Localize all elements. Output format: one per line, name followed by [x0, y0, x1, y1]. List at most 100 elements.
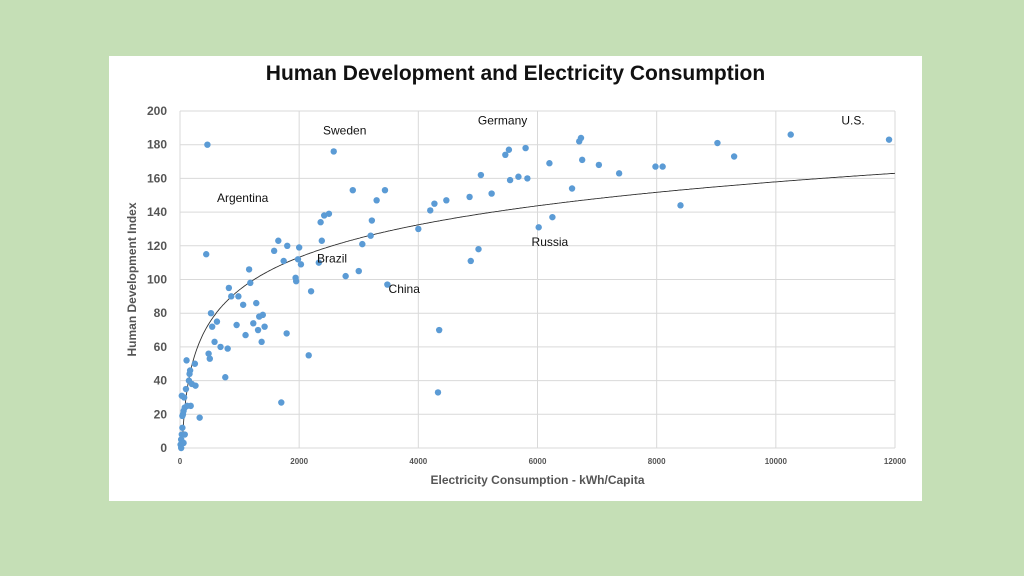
data-point-102	[579, 157, 585, 163]
data-point-29	[208, 310, 214, 316]
data-point-96	[535, 224, 541, 230]
annotation-label-2: U.S.	[841, 113, 864, 127]
data-point-36	[226, 285, 232, 291]
data-point-93	[515, 174, 521, 180]
data-point-63	[308, 288, 314, 294]
data-point-83	[436, 327, 442, 333]
data-point-25	[203, 251, 209, 257]
chart-card: Human Development and Electricity Consum…	[109, 56, 922, 501]
data-point-73	[359, 241, 365, 247]
data-point-71	[350, 187, 356, 193]
x-tick-label-3: 6000	[529, 457, 547, 466]
x-tick-label-6: 12000	[884, 457, 907, 466]
y-tick-label-7: 140	[147, 205, 167, 219]
data-point-28	[207, 355, 213, 361]
y-tick-label-2: 40	[154, 374, 168, 388]
data-point-68	[326, 211, 332, 217]
data-point-10	[183, 386, 189, 392]
annotation-label-5: Brazil	[317, 252, 347, 266]
data-point-62	[306, 352, 312, 358]
data-point-3	[179, 425, 185, 431]
data-point-40	[240, 302, 246, 308]
data-point-49	[260, 312, 266, 318]
data-point-82	[435, 389, 441, 395]
data-point-8	[181, 394, 187, 400]
data-point-52	[275, 238, 281, 244]
data-point-97	[546, 160, 552, 166]
annotation-label-4: Russia	[532, 235, 569, 249]
data-point-103	[596, 162, 602, 168]
data-point-72	[356, 268, 362, 274]
data-point-106	[659, 163, 665, 169]
data-point-54	[280, 258, 286, 264]
data-point-14	[187, 367, 193, 373]
y-tick-label-5: 100	[147, 273, 167, 287]
data-point-104	[616, 170, 622, 176]
data-point-56	[284, 243, 290, 249]
y-tick-label-9: 180	[147, 138, 167, 152]
data-point-50	[261, 323, 267, 329]
data-point-32	[214, 318, 220, 324]
scatter-plot: 0 20 40 60 80 100 120 140 160 180 200 0 2000 4000 600…	[109, 56, 922, 501]
data-point-69	[331, 148, 337, 154]
data-point-44	[250, 320, 256, 326]
data-point-111	[886, 136, 892, 142]
y-axis-label: Human Development Index	[125, 202, 139, 356]
data-point-46	[255, 327, 261, 333]
x-tick-label-2: 4000	[409, 457, 427, 466]
data-point-89	[488, 190, 494, 196]
x-tick-label-5: 10000	[765, 457, 788, 466]
data-point-43	[247, 280, 253, 286]
x-tick-label-1: 2000	[290, 457, 308, 466]
y-axis-ticks: 0 20 40 60 80 100 120 140 160 180 200	[147, 104, 167, 455]
data-point-74	[367, 232, 373, 238]
data-point-17	[192, 361, 198, 367]
data-point-86	[468, 258, 474, 264]
data-point-79	[415, 226, 421, 232]
x-tick-label-0: 0	[178, 457, 183, 466]
data-point-24	[184, 403, 190, 409]
data-point-19	[196, 414, 202, 420]
data-point-107	[677, 202, 683, 208]
data-point-91	[506, 147, 512, 153]
data-point-99	[569, 185, 575, 191]
y-tick-label-3: 60	[154, 340, 168, 354]
data-point-37	[228, 293, 234, 299]
data-point-18	[192, 382, 198, 388]
annotation-label-1: Germany	[478, 113, 527, 127]
data-point-77	[382, 187, 388, 193]
data-point-76	[373, 197, 379, 203]
data-point-108	[714, 140, 720, 146]
data-point-81	[431, 200, 437, 206]
data-point-101	[578, 135, 584, 141]
y-tick-label-6: 120	[147, 239, 167, 253]
data-point-39	[235, 293, 241, 299]
data-point-58	[293, 278, 299, 284]
grid-lines	[180, 111, 895, 448]
annotation-label-6: China	[389, 282, 421, 296]
data-point-26	[204, 142, 210, 148]
data-point-85	[466, 194, 472, 200]
data-point-95	[524, 175, 530, 181]
data-point-80	[427, 207, 433, 213]
data-point-35	[224, 345, 230, 351]
data-point-109	[731, 153, 737, 159]
data-point-42	[246, 266, 252, 272]
data-point-31	[211, 339, 217, 345]
data-point-45	[253, 300, 259, 306]
data-point-88	[478, 172, 484, 178]
data-points	[177, 131, 892, 451]
data-point-33	[217, 344, 223, 350]
data-point-61	[298, 261, 304, 267]
y-tick-label-1: 20	[154, 407, 168, 421]
data-point-23	[182, 431, 188, 437]
data-point-87	[475, 246, 481, 252]
data-point-22	[180, 440, 186, 446]
annotation-label-3: Argentina	[217, 191, 269, 205]
data-point-51	[271, 248, 277, 254]
data-point-60	[296, 244, 302, 250]
y-tick-label-0: 0	[160, 441, 167, 455]
x-axis-label: Electricity Consumption - kWh/Capita	[430, 473, 644, 487]
data-point-98	[549, 214, 555, 220]
annotation-label-0: Sweden	[323, 124, 366, 138]
